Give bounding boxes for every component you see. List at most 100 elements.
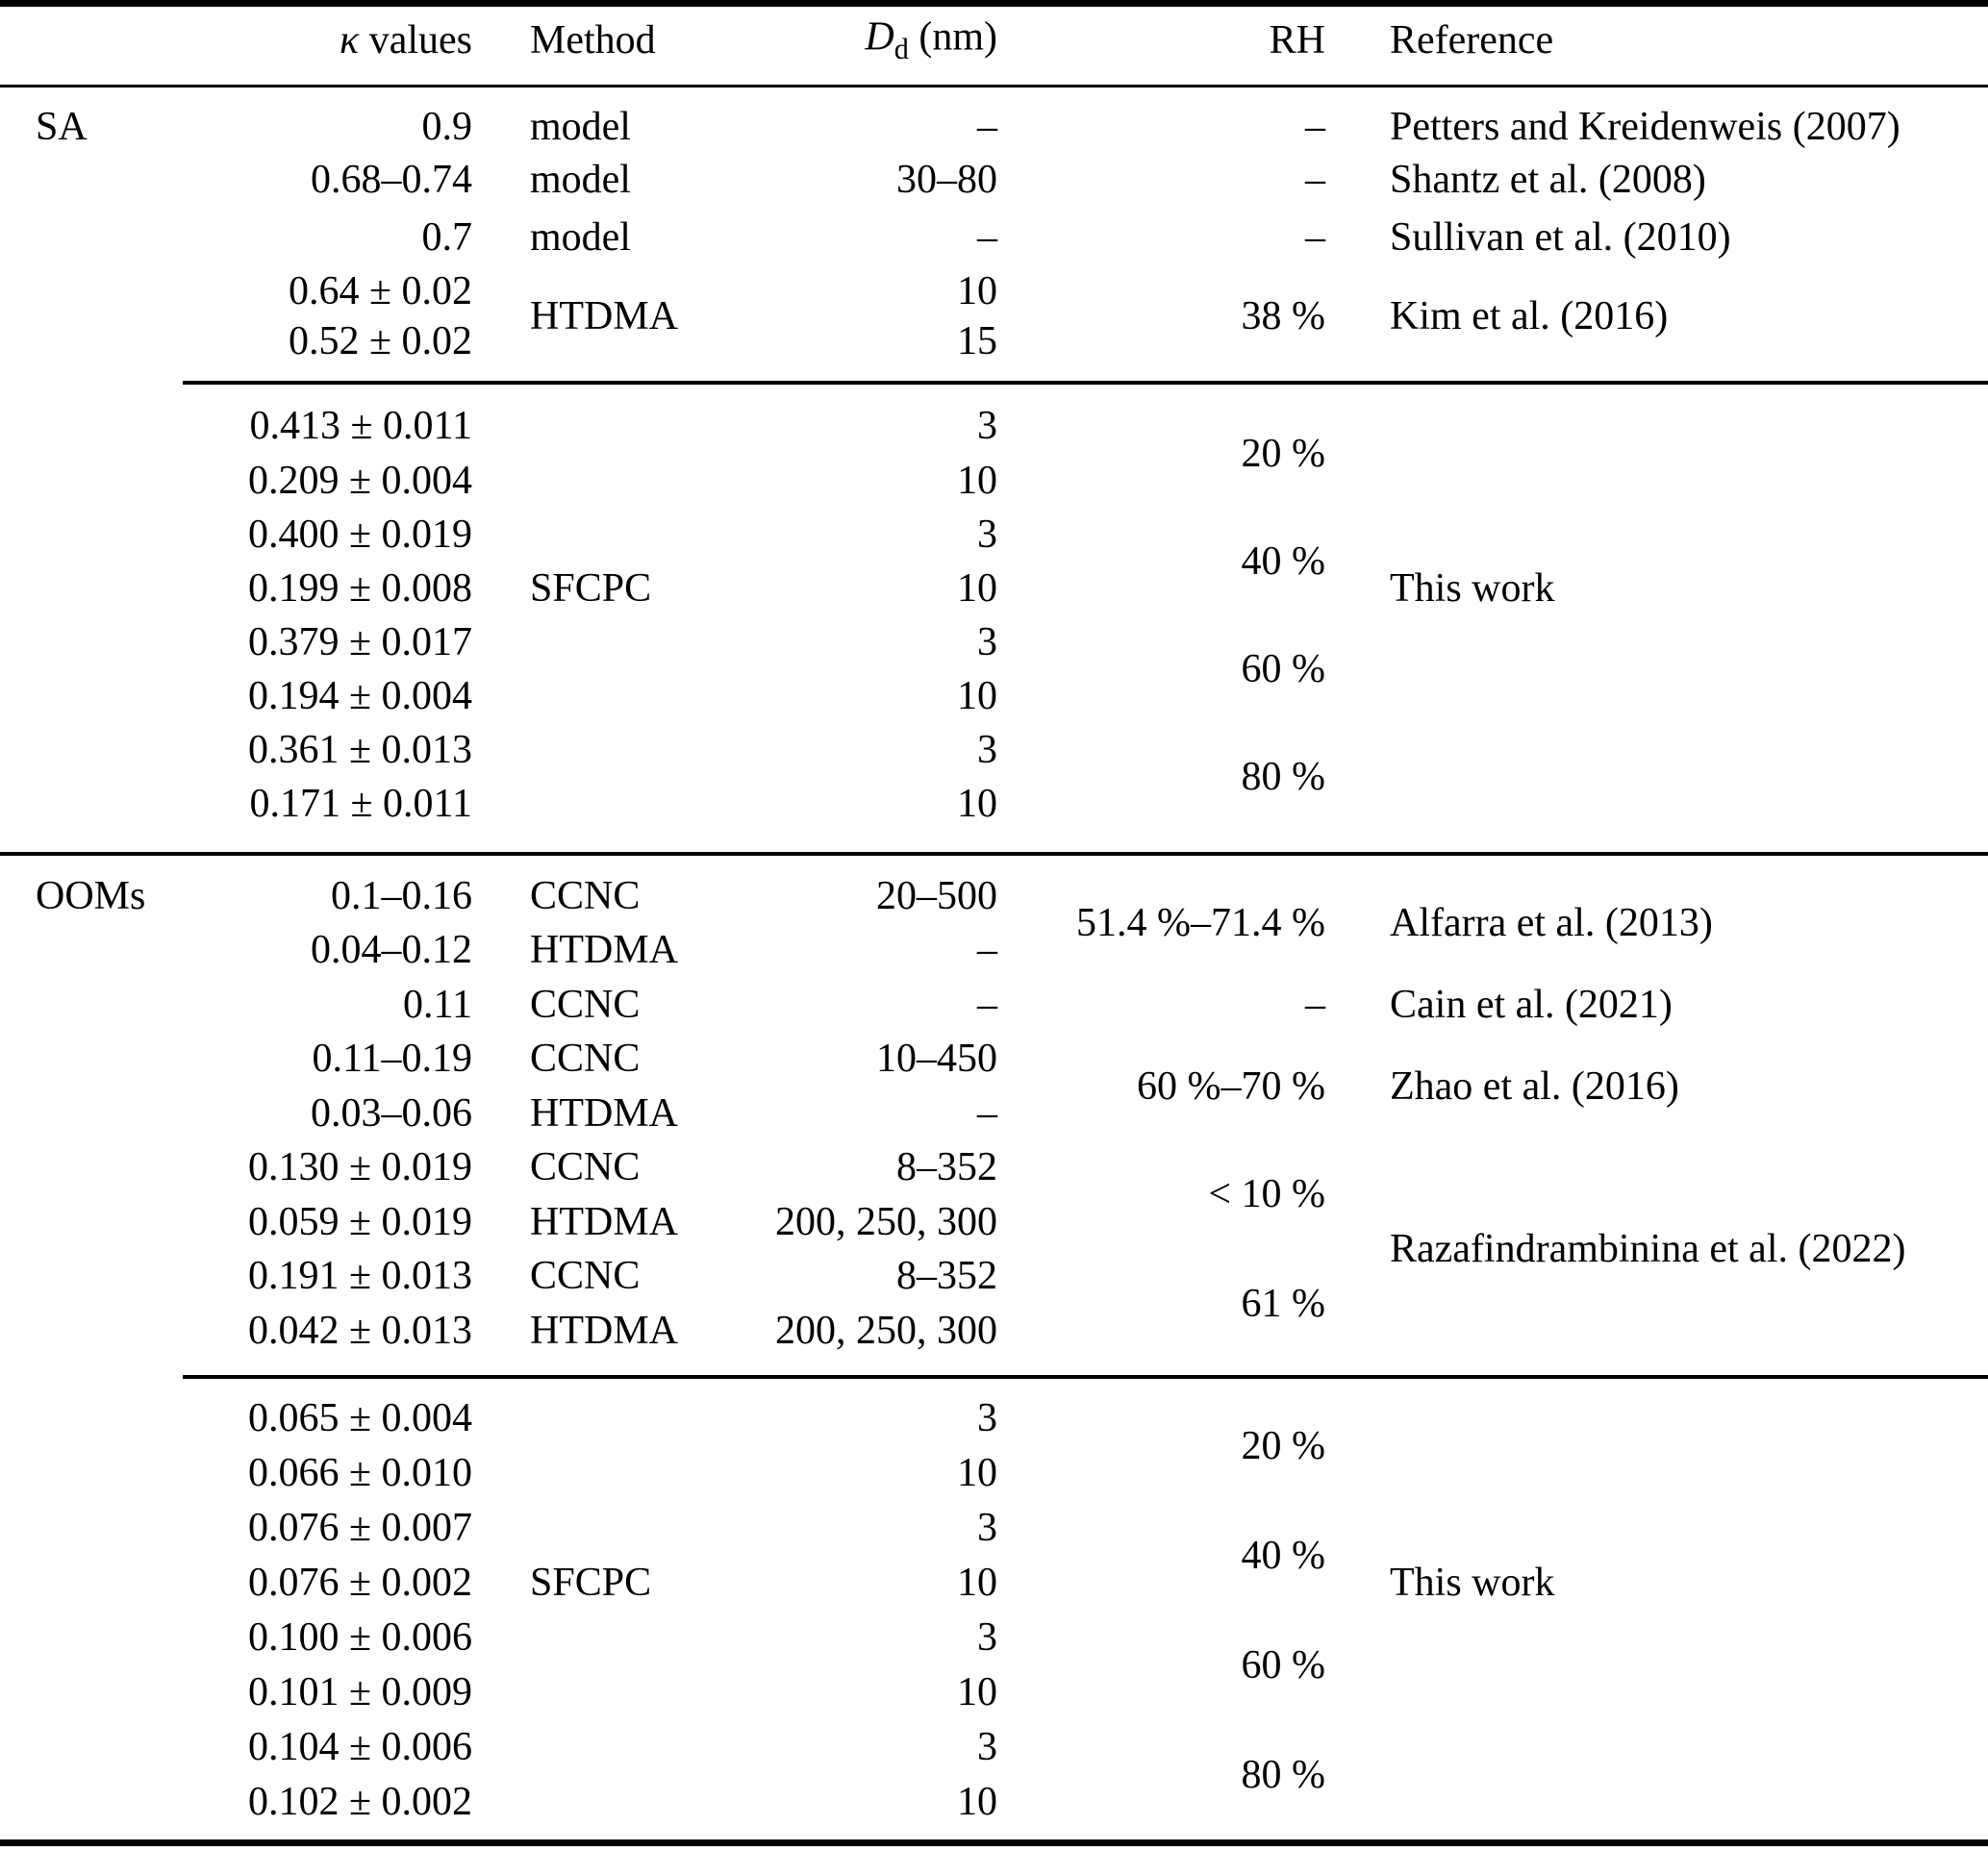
group-label-ooms: OOMs — [36, 874, 146, 918]
rh-cell-merged: 51.4 %–71.4 % — [1076, 901, 1325, 945]
reference-cell-merged: This work — [1390, 1561, 1555, 1605]
method-cell: CCNC — [530, 874, 641, 918]
dd-cell: 3 — [977, 404, 997, 448]
dd-unit: (nm) — [908, 14, 997, 60]
rh-cell-merged: < 10 % — [1208, 1172, 1325, 1216]
kappa-value-cell: 0.379 ± 0.017 — [247, 620, 472, 664]
kappa-value-cell: 0.066 ± 0.010 — [247, 1451, 472, 1495]
kappa-value-cell: 0.076 ± 0.007 — [247, 1506, 472, 1550]
kappa-value-cell: 0.191 ± 0.013 — [247, 1254, 472, 1298]
rh-cell-merged: 61 % — [1241, 1282, 1326, 1326]
reference-cell: Shantz et al. (2008) — [1390, 158, 1706, 202]
dd-cell: 3 — [977, 1725, 997, 1769]
column-header-reference: Reference — [1390, 18, 1554, 63]
column-header-rh: RH — [1269, 18, 1325, 63]
kappa-value-cell: 0.101 ± 0.009 — [247, 1670, 472, 1714]
top-rule — [0, 0, 1988, 7]
method-cell: CCNC — [530, 1037, 641, 1081]
dd-cell: 10 — [957, 1670, 997, 1714]
kappa-value-cell: 0.03–0.06 — [311, 1091, 472, 1136]
method-cell: CCNC — [530, 983, 641, 1027]
kappa-value-cell: 0.64 ± 0.02 — [288, 269, 472, 313]
method-cell: model — [530, 158, 631, 202]
header-rule — [0, 85, 1988, 88]
dd-cell: 3 — [977, 620, 997, 664]
dd-cell: 20–500 — [876, 874, 997, 918]
kappa-value-cell: 0.1–0.16 — [331, 874, 472, 918]
dd-cell: 3 — [977, 1615, 997, 1660]
dd-cell: – — [977, 983, 997, 1027]
reference-cell-merged: Kim et al. (2016) — [1390, 294, 1669, 338]
dd-cell: 3 — [977, 1506, 997, 1550]
kappa-value-cell: 0.68–0.74 — [311, 158, 472, 202]
group-label-sa: SA — [36, 105, 88, 149]
dd-cell: 10 — [957, 566, 997, 611]
method-cell: HTDMA — [530, 1309, 678, 1353]
method-cell-merged: HTDMA — [530, 294, 678, 338]
dd-subscript: d — [893, 33, 909, 66]
dd-cell: – — [977, 105, 997, 149]
kappa-value-cell: 0.9 — [421, 105, 473, 149]
bottom-rule — [0, 1839, 1988, 1846]
rh-cell-merged: 60 % — [1241, 647, 1326, 691]
column-header-kappa: κ values — [340, 20, 472, 61]
method-cell: model — [530, 215, 631, 260]
section-divider — [0, 852, 1988, 856]
rh-cell-merged: 20 % — [1241, 1424, 1326, 1468]
rh-cell-merged: 60 % — [1241, 1643, 1326, 1688]
dd-cell: – — [977, 215, 997, 260]
kappa-value-cell: 0.199 ± 0.008 — [247, 566, 472, 611]
kappa-value-cell: 0.361 ± 0.013 — [247, 728, 472, 772]
reference-cell-merged: Alfarra et al. (2013) — [1390, 901, 1713, 945]
rh-cell-merged: 38 % — [1241, 294, 1326, 338]
dd-cell: 10–450 — [876, 1037, 997, 1081]
dd-cell: 10 — [957, 269, 997, 313]
dd-cell: 10 — [957, 459, 997, 503]
rh-cell-merged: 20 % — [1241, 432, 1326, 476]
reference-cell: Cain et al. (2021) — [1390, 983, 1673, 1027]
column-header-dd: Dd (nm) — [865, 17, 997, 64]
dd-cell: 10 — [957, 1780, 997, 1824]
kappa-value-cell: 0.104 ± 0.006 — [247, 1725, 472, 1769]
rh-cell-merged: 80 % — [1241, 1753, 1326, 1797]
reference-cell-merged: This work — [1390, 566, 1555, 611]
sa-subsection-divider — [183, 381, 1988, 385]
dd-cell: 8–352 — [896, 1145, 997, 1189]
rh-cell: – — [1305, 158, 1325, 202]
kappa-value-cell: 0.7 — [421, 215, 473, 260]
dd-cell: 30–80 — [896, 158, 997, 202]
method-cell: model — [530, 105, 631, 149]
reference-cell: Sullivan et al. (2010) — [1390, 215, 1731, 260]
dd-cell: – — [977, 928, 997, 972]
kappa-value-cell: 0.11 — [403, 983, 472, 1027]
rh-cell-merged: 40 % — [1241, 539, 1326, 584]
dd-cell: – — [977, 1091, 997, 1136]
kappa-value-cell: 0.11–0.19 — [312, 1037, 472, 1081]
dd-cell: 15 — [957, 319, 997, 363]
kappa-value-cell: 0.04–0.12 — [311, 928, 472, 972]
rh-cell-merged: 40 % — [1241, 1534, 1326, 1578]
kappa-header-rest: values — [359, 18, 472, 63]
dd-cell: 3 — [977, 513, 997, 557]
rh-cell: – — [1305, 983, 1325, 1027]
kappa-value-cell: 0.400 ± 0.019 — [247, 513, 472, 557]
reference-cell-merged: Zhao et al. (2016) — [1390, 1064, 1679, 1109]
method-cell: HTDMA — [530, 928, 678, 972]
kappa-value-cell: 0.076 ± 0.002 — [247, 1561, 472, 1605]
dd-cell: 10 — [957, 1561, 997, 1605]
dd-symbol: D — [865, 14, 894, 60]
dd-cell: 200, 250, 300 — [775, 1200, 997, 1244]
ooms-subsection-divider — [183, 1375, 1988, 1379]
rh-cell: – — [1305, 215, 1325, 260]
method-cell: HTDMA — [530, 1091, 678, 1136]
kappa-symbol: κ — [340, 18, 360, 63]
kappa-value-cell: 0.102 ± 0.002 — [247, 1780, 472, 1824]
dd-cell: 3 — [977, 1396, 997, 1440]
kappa-value-cell: 0.194 ± 0.004 — [247, 674, 472, 718]
kappa-value-cell: 0.059 ± 0.019 — [247, 1200, 472, 1244]
rh-cell: – — [1305, 105, 1325, 149]
kappa-value-cell: 0.065 ± 0.004 — [247, 1396, 472, 1440]
method-cell-merged: SFCPC — [530, 566, 652, 611]
dd-cell: 8–352 — [896, 1254, 997, 1298]
kappa-value-cell: 0.413 ± 0.011 — [249, 404, 473, 448]
